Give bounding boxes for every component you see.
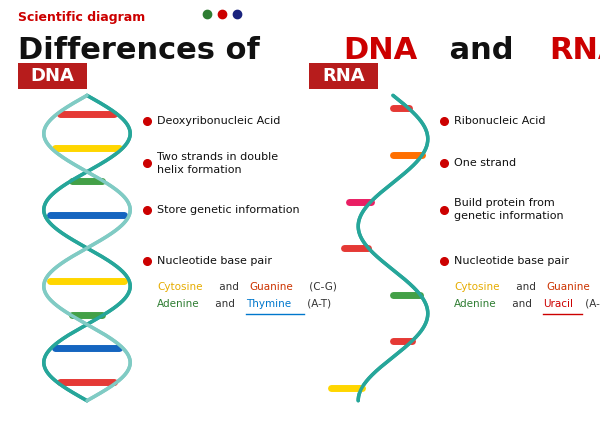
Text: One strand: One strand <box>454 158 517 168</box>
Text: and: and <box>439 36 524 65</box>
Text: DNA: DNA <box>31 67 74 85</box>
Text: Thymine: Thymine <box>246 299 291 309</box>
Text: RNA: RNA <box>549 36 600 65</box>
Text: Deoxyribonucleic Acid: Deoxyribonucleic Acid <box>157 116 281 126</box>
Text: and: and <box>509 299 535 309</box>
Text: Cytosine: Cytosine <box>454 282 500 292</box>
Text: Nucleotide base pair: Nucleotide base pair <box>454 256 569 266</box>
Text: Build protein from
genetic information: Build protein from genetic information <box>454 198 564 221</box>
Text: Uracil: Uracil <box>543 299 573 309</box>
Text: DNA: DNA <box>344 36 418 65</box>
FancyBboxPatch shape <box>309 63 378 89</box>
Text: Adenine: Adenine <box>157 299 200 309</box>
Text: (A-T): (A-T) <box>304 299 331 309</box>
Text: Two strands in double
helix formation: Two strands in double helix formation <box>157 152 278 175</box>
FancyBboxPatch shape <box>18 63 87 89</box>
Text: Guanine: Guanine <box>547 282 590 292</box>
Text: Cytosine: Cytosine <box>157 282 203 292</box>
Text: (C-G): (C-G) <box>306 282 337 292</box>
Text: Store genetic information: Store genetic information <box>157 205 300 215</box>
Text: Nucleotide base pair: Nucleotide base pair <box>157 256 272 266</box>
Text: Differences of: Differences of <box>18 36 271 65</box>
Text: (A-U): (A-U) <box>581 299 600 309</box>
Text: and: and <box>216 282 242 292</box>
Text: Guanine: Guanine <box>250 282 293 292</box>
Text: and: and <box>212 299 238 309</box>
Text: Ribonucleic Acid: Ribonucleic Acid <box>454 116 546 126</box>
Text: Adenine: Adenine <box>454 299 497 309</box>
Text: RNA: RNA <box>322 67 365 85</box>
Text: and: and <box>513 282 539 292</box>
Text: Scientific diagram: Scientific diagram <box>18 11 145 24</box>
